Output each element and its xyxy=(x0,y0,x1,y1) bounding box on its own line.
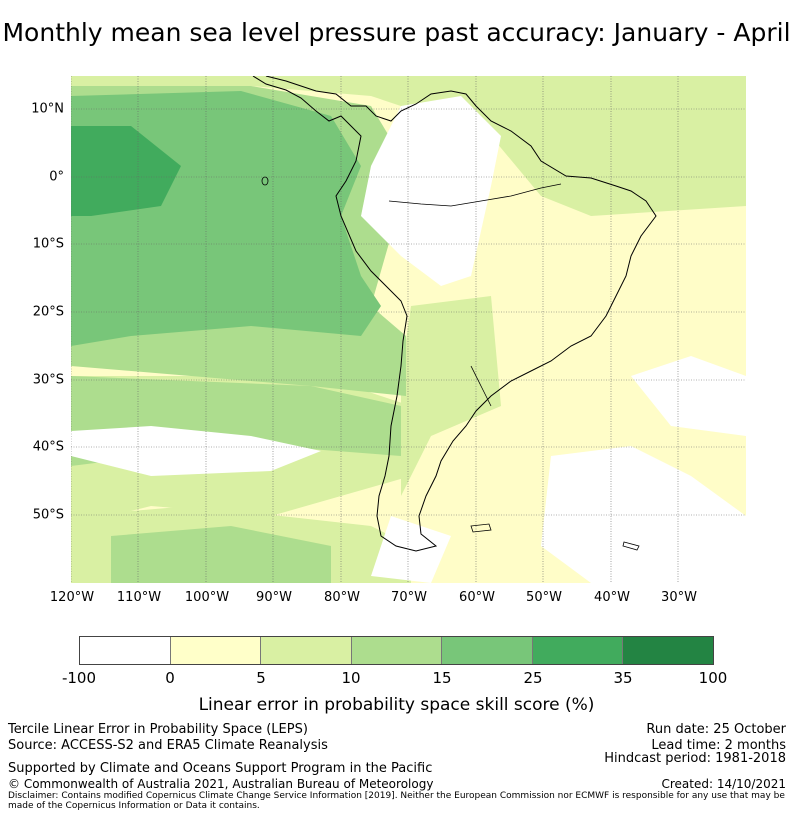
colorbar-tick: 10 xyxy=(341,669,361,687)
lon-label: 100°W xyxy=(184,590,230,605)
colorbar-swatch xyxy=(623,637,714,664)
colorbar-tick: 25 xyxy=(523,669,543,687)
lon-label: 40°W xyxy=(594,590,630,605)
footer-source: Source: ACCESS-S2 and ERA5 Climate Reana… xyxy=(8,738,328,753)
lead-time: Lead time: 2 months xyxy=(651,738,786,753)
colorbar-swatch xyxy=(532,637,624,664)
south-georgia xyxy=(622,541,640,551)
map-canvas xyxy=(71,76,746,583)
lon-label: 110°W xyxy=(116,590,162,605)
lat-label: 30°S xyxy=(32,372,64,388)
skill-shading xyxy=(71,76,746,583)
parana-river xyxy=(470,365,492,407)
footer-method: Tercile Linear Error in Probability Spac… xyxy=(8,722,308,737)
colorbar xyxy=(79,636,714,665)
footer-support: Supported by Climate and Oceans Support … xyxy=(8,761,433,776)
lat-label: 0° xyxy=(49,169,64,185)
chart-title: Monthly mean sea level pressure past acc… xyxy=(2,18,791,47)
colorbar-label: Linear error in probability space skill … xyxy=(198,695,595,715)
lat-label: 50°S xyxy=(32,507,64,523)
colorbar-tick: 15 xyxy=(432,669,452,687)
lon-label: 30°W xyxy=(661,590,697,605)
created-date: Created: 14/10/2021 xyxy=(661,777,786,791)
lon-label: 60°W xyxy=(459,590,495,605)
colorbar-swatch xyxy=(80,637,171,664)
lon-label: 70°W xyxy=(391,590,427,605)
colorbar-swatch xyxy=(442,637,533,664)
lon-label: 90°W xyxy=(256,590,292,605)
colorbar-swatch xyxy=(261,637,352,664)
colorbar-tick: 5 xyxy=(256,669,266,687)
lon-label: 50°W xyxy=(526,590,562,605)
colorbar-tick: -100 xyxy=(61,669,97,687)
lat-label: 10°S xyxy=(32,236,64,252)
footer-copyright: © Commonwealth of Australia 2021, Austra… xyxy=(8,777,434,791)
colorbar-swatch xyxy=(170,637,262,664)
gridlines xyxy=(71,76,746,583)
run-date: Run date: 25 October xyxy=(646,722,786,737)
amazon-river xyxy=(388,183,562,207)
lon-label: 80°W xyxy=(324,590,360,605)
galapagos-islands xyxy=(261,176,269,186)
colorbar-tick: 35 xyxy=(613,669,633,687)
lat-label: 40°S xyxy=(32,439,64,455)
falkland-islands xyxy=(470,523,492,533)
lat-label: 10°N xyxy=(31,101,64,117)
skill-map xyxy=(71,76,746,583)
footer-disclaimer: Disclaimer: Contains modified Copernicus… xyxy=(8,791,785,811)
colorbar-swatch xyxy=(351,637,443,664)
colorbar-tick: 0 xyxy=(165,669,175,687)
lat-label: 20°S xyxy=(32,304,64,320)
colorbar-tick: 100 xyxy=(698,669,728,687)
hindcast-period: Hindcast period: 1981-2018 xyxy=(604,751,786,766)
lon-label: 120°W xyxy=(49,590,95,605)
coastline xyxy=(252,76,657,552)
